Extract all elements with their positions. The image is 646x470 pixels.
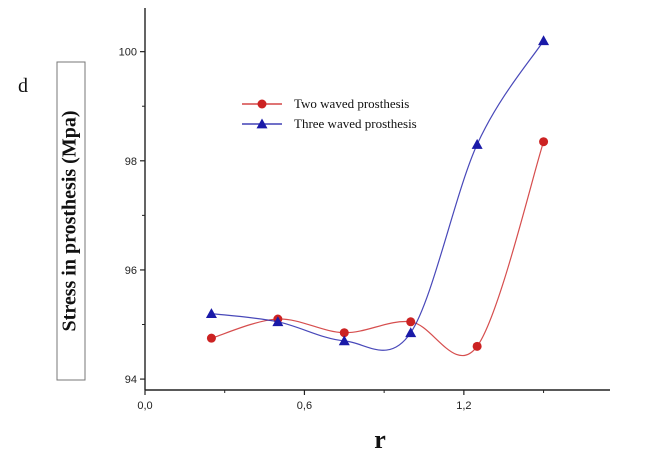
x-axis-title: r — [374, 425, 386, 454]
data-point — [272, 316, 284, 327]
y-tick-label: 94 — [125, 374, 137, 386]
legend-label: Two waved prosthesis — [294, 96, 409, 111]
y-axis-title: Stress in prosthesis (Mpa) — [59, 111, 81, 332]
legend-marker — [257, 99, 267, 109]
data-point — [472, 341, 482, 351]
data-point — [405, 327, 417, 338]
data-point — [539, 137, 549, 147]
panel-label: d — [18, 75, 28, 97]
y-tick-label: 100 — [119, 47, 137, 59]
data-point — [538, 35, 550, 46]
legend-marker — [256, 118, 268, 129]
data-point — [406, 317, 416, 327]
x-tick-label: 0,6 — [297, 400, 312, 412]
x-tick-label: 1,2 — [456, 400, 471, 412]
series-2 — [205, 35, 550, 351]
y-tick-label: 96 — [125, 265, 137, 277]
data-point — [338, 335, 350, 346]
series-line — [211, 141, 545, 356]
y-axis-title-box — [56, 61, 86, 381]
data-point — [206, 333, 216, 343]
x-tick-label: 0,0 — [137, 400, 152, 412]
series-line — [211, 40, 545, 351]
data-point — [205, 308, 217, 318]
data-point — [471, 138, 483, 149]
legend-label: Three waved prosthesis — [294, 116, 417, 131]
data-point — [339, 328, 349, 338]
y-tick-label: 98 — [125, 156, 137, 168]
series-1 — [206, 137, 549, 356]
